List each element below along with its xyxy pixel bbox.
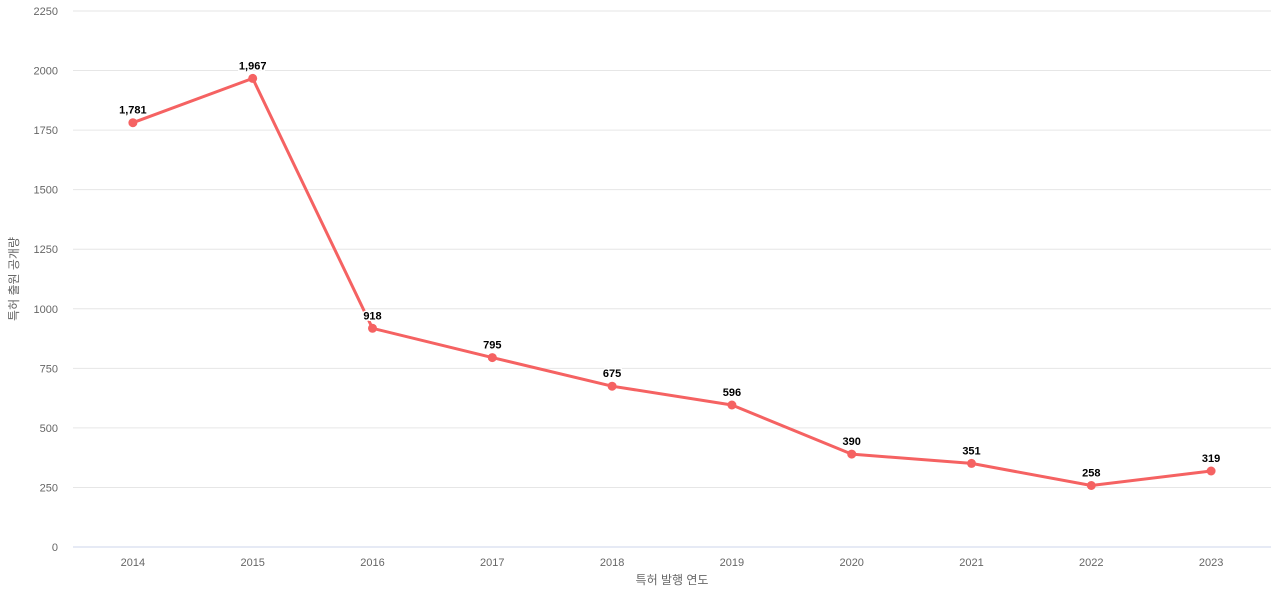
data-point-marker[interactable] xyxy=(248,73,258,83)
data-point-marker[interactable] xyxy=(607,381,617,391)
series-line-group xyxy=(131,76,1213,487)
y-tick-label: 250 xyxy=(40,482,58,494)
y-tick-label: 1250 xyxy=(34,244,58,256)
x-tick-label: 2016 xyxy=(360,557,384,569)
data-label: 390 xyxy=(843,436,861,448)
x-tick-label: 2017 xyxy=(480,557,504,569)
gridlines xyxy=(73,10,1271,488)
data-point-marker[interactable] xyxy=(1206,466,1216,476)
y-tick-label: 1750 xyxy=(34,125,58,137)
x-axis-title: 특허 발행 연도 xyxy=(636,572,709,587)
y-axis-tick-labels: 0 250 500 750 1000 1250 1500 1750 2000 2250 xyxy=(34,6,58,554)
data-point-marker[interactable] xyxy=(368,323,377,333)
data-point-marker[interactable] xyxy=(128,118,138,128)
data-point-marker[interactable] xyxy=(847,449,857,459)
x-tick-label: 2020 xyxy=(839,557,863,569)
data-label: 1,781 xyxy=(119,105,147,117)
data-label: 795 xyxy=(483,340,501,352)
y-tick-label: 750 xyxy=(40,363,58,375)
data-label: 1,967 xyxy=(239,60,267,72)
data-point-marker[interactable] xyxy=(1086,481,1096,490)
y-tick-label: 1000 xyxy=(34,304,58,316)
data-label: 258 xyxy=(1082,468,1100,480)
data-point-markers xyxy=(128,73,1216,490)
y-tick-label: 2250 xyxy=(34,6,58,18)
data-label: 319 xyxy=(1202,453,1220,465)
data-labels: 1,781 1,967 918 795 675 596 390 351 258 319 xyxy=(118,59,1222,481)
y-axis-title: 특허 출원 공개량 xyxy=(7,237,21,321)
x-axis-tick-labels: 2014 2015 2016 2017 2018 2019 2020 2021 2022 2023 xyxy=(121,557,1224,569)
x-tick-label: 2014 xyxy=(121,557,145,569)
y-tick-label: 1500 xyxy=(34,185,58,197)
x-tick-label: 2022 xyxy=(1079,557,1103,569)
y-tick-label: 0 xyxy=(52,542,58,554)
x-tick-label: 2018 xyxy=(600,557,624,569)
data-point-marker[interactable] xyxy=(727,400,737,410)
data-point-marker[interactable] xyxy=(487,353,497,363)
data-label: 351 xyxy=(962,445,980,457)
data-label: 596 xyxy=(723,387,741,399)
y-tick-label: 500 xyxy=(40,423,58,435)
data-point-marker[interactable] xyxy=(967,458,976,468)
x-tick-label: 2023 xyxy=(1199,557,1223,569)
data-label: 675 xyxy=(603,368,621,380)
data-label: 918 xyxy=(363,310,381,322)
y-tick-label: 2000 xyxy=(34,66,58,78)
x-tick-label: 2019 xyxy=(720,557,744,569)
x-tick-label: 2021 xyxy=(959,557,983,569)
series-line xyxy=(131,76,1213,487)
x-tick-label: 2015 xyxy=(240,557,264,569)
